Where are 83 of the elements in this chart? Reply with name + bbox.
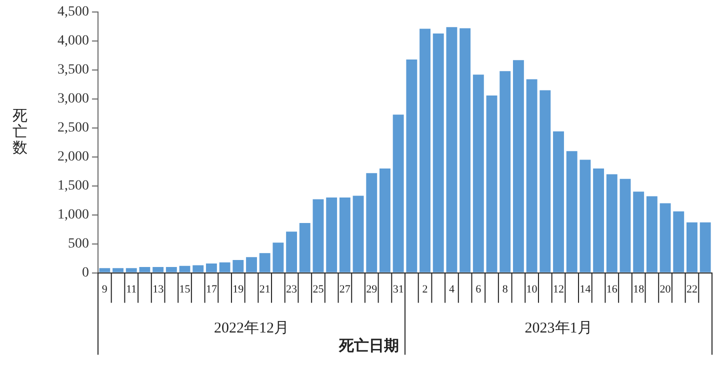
bar [472,74,484,272]
bar [139,267,150,272]
bar [700,222,711,272]
bar [686,222,698,272]
bar [380,168,390,272]
bar [112,268,124,272]
bar [179,266,190,272]
x-tick-label: 2 [422,283,428,296]
x-tick-label: 15 [179,283,191,296]
bar [512,60,524,272]
bar [259,253,270,272]
bar [633,192,644,272]
bar [406,60,418,272]
y-tick-label: 4,000 [58,34,89,49]
x-tick-label: 6 [476,283,482,296]
bar [553,131,564,272]
x-tick-label: 16 [606,283,618,296]
bar [339,197,350,272]
y-tick-label: 3,000 [58,92,89,107]
bar [286,232,298,272]
x-tick-label: 23 [286,283,298,296]
bar [326,197,338,272]
bar [192,265,204,272]
bar [580,160,591,272]
bar [206,264,217,272]
bar [620,178,631,272]
x-tick-label: 18 [633,283,645,296]
x-tick-label: 12 [553,283,564,296]
y-tick-label: 500 [68,236,89,252]
bar [166,267,177,272]
bar [246,257,257,272]
y-tick-label: 3,500 [58,62,89,78]
bar [312,199,324,272]
bar [219,262,230,272]
bar [432,33,444,272]
bar [366,173,378,272]
bar [232,260,244,272]
x-tick-label: 13 [152,283,164,296]
bar [392,114,404,272]
bar [673,211,684,272]
bar [646,196,658,272]
x-tick-label: 19 [232,283,244,296]
bar [420,28,430,272]
x-tick-label: 4 [448,283,455,296]
x-tick-label: 9 [102,283,108,296]
bar [299,222,310,272]
y-axis-title: 死亡数 [12,108,28,156]
bar [272,242,284,272]
x-tick-label: 29 [366,283,378,296]
bar [460,28,471,272]
y-tick-label: 2,000 [58,150,89,165]
bar [152,267,164,272]
bar [99,268,110,272]
y-tick-label: 1,000 [58,208,89,223]
x-tick-label: 22 [686,283,698,296]
bar [486,95,498,272]
x-tick-label: 21 [259,283,270,296]
y-tick-label: 1,500 [58,178,89,194]
bar [352,196,364,272]
bar [540,90,551,272]
x-tick-label: 11 [126,283,137,296]
y-tick-label: 4,500 [58,4,89,20]
bar [606,174,618,272]
x-tick-label: 17 [206,283,218,296]
x-tick-label: 20 [660,283,672,296]
bar [660,203,671,272]
bar [126,268,137,272]
x-tick-label: 8 [502,283,508,296]
text: 2023年1月 [524,320,592,337]
bar [566,151,578,272]
bar [446,27,458,272]
bar [593,168,604,272]
bar [500,71,511,272]
x-tick-label: 25 [312,283,324,296]
x-tick-label: 14 [580,283,592,296]
y-tick-label: 0 [82,265,89,280]
y-tick-label: 2,500 [58,120,89,136]
bar [526,79,538,272]
text: 2022年12月 [214,320,289,337]
x-tick-label: 10 [526,283,538,296]
x-tick-label: 27 [339,283,351,296]
x-axis-title: 死亡日期 [338,336,399,355]
x-tick-label: 31 [392,283,404,296]
